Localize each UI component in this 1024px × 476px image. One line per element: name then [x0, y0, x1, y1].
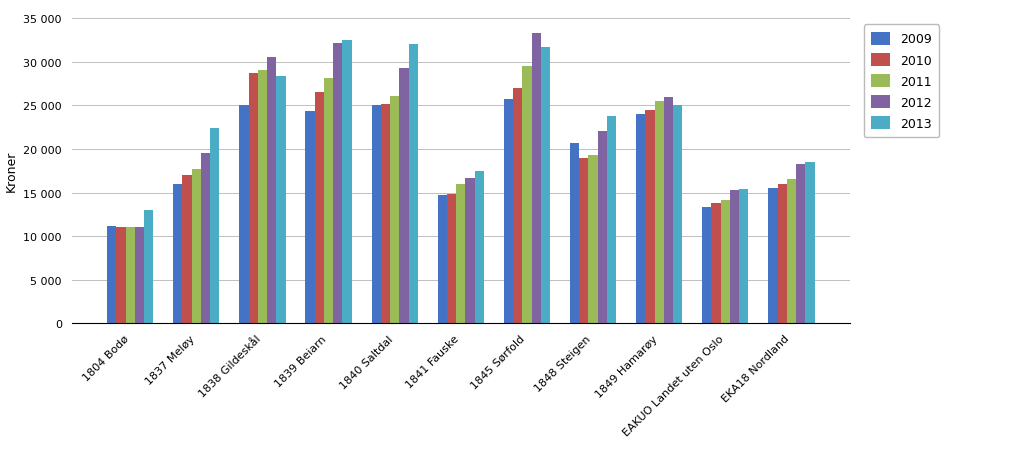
Bar	[580, 159, 589, 324]
Bar	[305, 112, 314, 324]
Bar	[805, 163, 814, 324]
Bar	[372, 106, 381, 324]
Bar	[541, 48, 550, 324]
Bar	[739, 189, 749, 324]
Bar	[314, 93, 324, 324]
Bar	[201, 154, 210, 324]
Bar	[673, 106, 682, 324]
Bar	[144, 210, 154, 324]
Bar	[333, 43, 342, 324]
Bar	[437, 196, 446, 324]
Bar	[607, 117, 616, 324]
Bar	[645, 110, 654, 324]
Bar	[712, 204, 721, 324]
Bar	[456, 184, 466, 324]
Bar	[249, 74, 258, 324]
Bar	[522, 67, 531, 324]
Bar	[390, 97, 399, 324]
Bar	[636, 115, 645, 324]
Bar	[210, 129, 219, 324]
Bar	[504, 100, 513, 324]
Bar	[531, 34, 541, 324]
Bar	[135, 227, 144, 324]
Bar	[399, 69, 409, 324]
Bar	[786, 179, 796, 324]
Bar	[664, 98, 673, 324]
Bar	[267, 58, 276, 324]
Bar	[768, 189, 777, 324]
Bar	[409, 45, 418, 324]
Bar	[276, 77, 286, 324]
Bar	[796, 164, 805, 324]
Bar	[589, 156, 598, 324]
Bar	[191, 169, 201, 324]
Bar	[598, 132, 607, 324]
Bar	[730, 190, 739, 324]
Bar	[324, 79, 333, 324]
Bar	[466, 178, 475, 324]
Bar	[182, 176, 191, 324]
Bar	[777, 184, 786, 324]
Bar	[108, 226, 117, 324]
Y-axis label: Kroner: Kroner	[5, 151, 17, 192]
Bar	[446, 195, 456, 324]
Bar	[240, 106, 249, 324]
Bar	[173, 184, 182, 324]
Bar	[570, 143, 580, 324]
Bar	[342, 41, 351, 324]
Bar	[117, 227, 126, 324]
Legend: 2009, 2010, 2011, 2012, 2013: 2009, 2010, 2011, 2012, 2013	[864, 25, 939, 138]
Bar	[258, 71, 267, 324]
Bar	[513, 89, 522, 324]
Bar	[475, 171, 484, 324]
Bar	[702, 208, 712, 324]
Bar	[381, 104, 390, 324]
Bar	[721, 201, 730, 324]
Bar	[654, 102, 664, 324]
Bar	[126, 227, 135, 324]
